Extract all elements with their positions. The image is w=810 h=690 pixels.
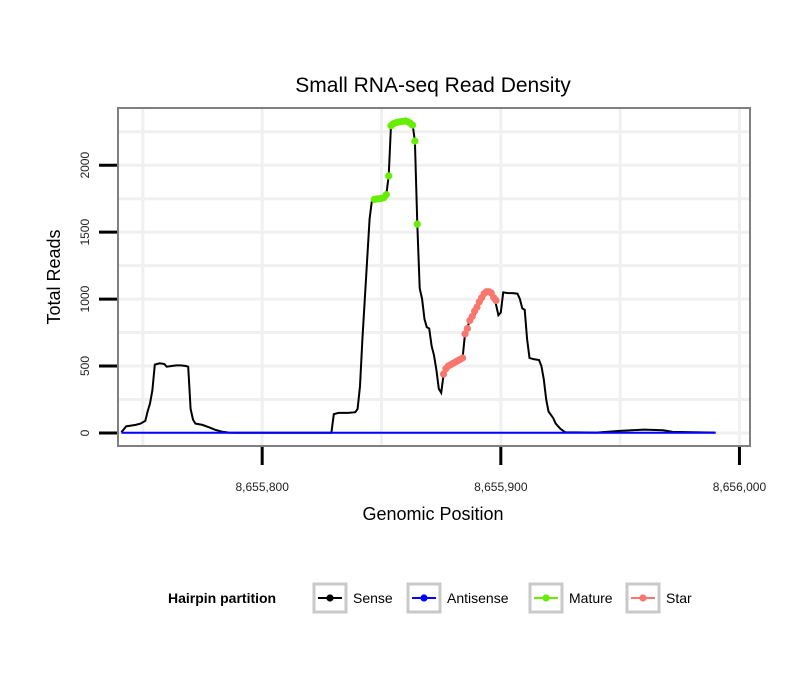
legend-label-antisense: Antisense — [447, 590, 509, 606]
series-line-sense — [120, 120, 716, 434]
data-point-mature — [411, 137, 419, 145]
y-tick-label: 2000 — [78, 152, 92, 179]
data-point-star — [463, 324, 471, 333]
axes: 0 500 1000 1500 2000 8,655,800 8,655,900 8,656,… — [78, 152, 766, 494]
data-point-mature — [413, 220, 421, 228]
y-tick-label: 500 — [78, 356, 92, 376]
data-point-star — [439, 370, 448, 378]
legend-label-sense: Sense — [353, 590, 393, 606]
data-point-mature — [382, 191, 390, 199]
legend: Hairpin partition Sense Antisense Mature St… — [168, 582, 692, 614]
legend-key-point-antisense — [420, 594, 428, 602]
grid — [119, 109, 749, 445]
chart-title: Small RNA-seq Read Density — [295, 74, 571, 97]
legend-key-point-mature — [542, 594, 550, 602]
data-point-star — [461, 330, 469, 338]
data-point-mature — [385, 172, 393, 180]
x-tick-label: 8,655,800 — [235, 480, 289, 494]
plot-panel — [117, 107, 751, 447]
y-tick-label: 0 — [78, 429, 92, 436]
legend-label-star: Star — [666, 590, 692, 606]
data-point-star — [459, 354, 467, 362]
x-axis-label: Genomic Position — [362, 504, 503, 524]
data-point-star — [492, 296, 500, 304]
legend-title: Hairpin partition — [168, 590, 276, 606]
data-point-star — [468, 312, 476, 321]
legend-label-mature: Mature — [569, 590, 613, 606]
data-point-mature — [408, 121, 417, 129]
series-layer — [120, 117, 716, 434]
legend-key-point-star — [639, 594, 647, 602]
y-tick-label: 1500 — [78, 219, 92, 246]
y-tick-label: 1000 — [78, 285, 92, 312]
x-tick-label: 8,655,900 — [474, 480, 528, 494]
y-axis-label: Total Reads — [44, 229, 64, 324]
legend-key-point-sense — [326, 594, 334, 602]
x-tick-label: 8,656,000 — [713, 480, 767, 494]
